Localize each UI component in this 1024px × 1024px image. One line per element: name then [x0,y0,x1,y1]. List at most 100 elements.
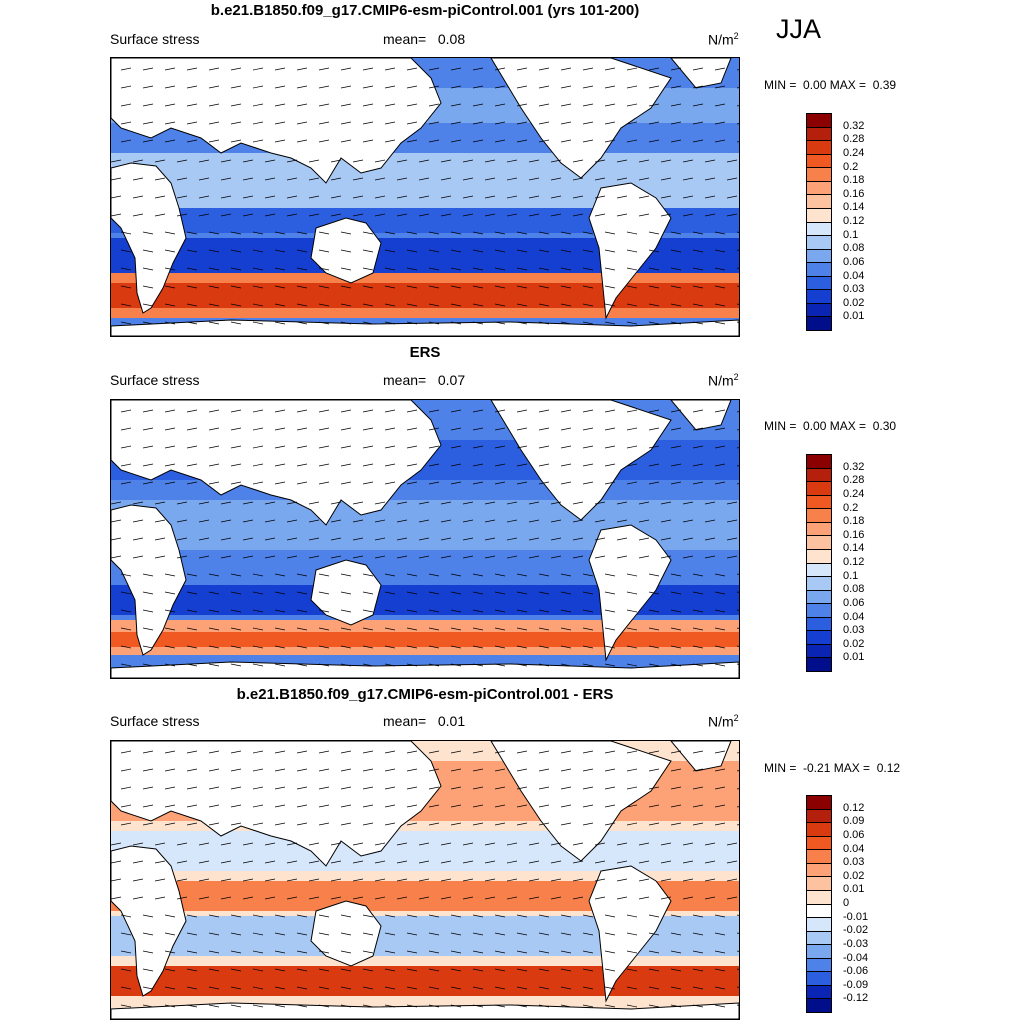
wind-stress-arrow [648,968,660,972]
wind-stress-arrow [252,804,264,808]
wind-stress-arrow [296,139,308,143]
wind-stress-arrow [538,591,550,595]
wind-stress-arrow [736,231,739,233]
wind-stress-arrow [120,85,132,89]
colorbar-tick-label: 0.2 [843,501,859,514]
wind-stress-arrow [242,213,254,217]
wind-stress-arrow [638,519,650,523]
wind-stress-arrow [648,663,660,667]
wind-stress-arrow [726,159,738,163]
wind-stress-arrow [494,663,506,667]
wind-stress-arrow [528,519,540,523]
wind-stress-arrow [484,860,496,864]
wind-stress-arrow [120,481,132,485]
wind-stress-arrow [418,519,430,523]
wind-stress-arrow [450,321,462,325]
wind-stress-arrow [164,285,176,289]
wind-stress-arrow [362,231,374,235]
wind-stress-arrow [604,445,616,449]
colorbar-cell [807,945,831,959]
wind-stress-arrow [506,195,518,199]
wind-stress-arrow [648,103,660,107]
wind-stress-arrow [450,481,462,485]
wind-stress-arrow [252,645,264,649]
wind-stress-arrow [208,409,220,413]
wind-stress-arrow [142,445,154,449]
wind-stress-arrow [208,285,220,289]
wind-stress-arrow [670,663,682,667]
wind-stress-arrow [362,986,374,990]
wind-stress-arrow [538,932,550,936]
wind-stress-arrow [550,842,562,846]
wind-stress-arrow [506,896,518,900]
colorbar-cell [807,249,831,264]
wind-stress-arrow [111,195,122,199]
wind-stress-arrow [296,85,308,89]
wind-stress-arrow [660,213,672,217]
wind-stress-arrow [638,213,650,217]
wind-stress-arrow [142,750,154,754]
wind-stress-arrow [450,409,462,413]
wind-stress-arrow [604,914,616,918]
wind-stress-arrow [120,463,132,467]
wind-stress-arrow [682,555,694,559]
wind-stress-arrow [704,195,716,199]
wind-stress-arrow [648,804,660,808]
wind-stress-arrow [560,321,572,325]
wind-stress-arrow [736,303,739,305]
wind-stress-arrow [132,537,144,541]
wind-stress-arrow [318,121,330,125]
wind-stress-arrow [516,267,528,271]
wind-stress-arrow [186,121,198,125]
wind-stress-arrow [538,786,550,790]
wind-stress-arrow [418,842,430,846]
wind-stress-arrow [472,231,484,235]
wind-stress-arrow [164,249,176,253]
wind-stress-arrow [164,267,176,271]
wind-stress-arrow [670,1004,682,1008]
wind-stress-arrow [506,501,518,505]
wind-stress-arrow [418,860,430,864]
wind-stress-arrow [111,177,122,181]
wind-stress-arrow [472,591,484,595]
wind-stress-arrow [472,139,484,143]
wind-stress-arrow [594,177,606,181]
wind-stress-arrow [132,842,144,846]
colorbar-cell [807,263,831,277]
wind-stress-arrow [538,321,550,325]
wind-stress-arrow [330,555,342,559]
wind-stress-arrow [230,409,242,413]
wind-stress-arrow [472,1004,484,1008]
wind-stress-arrow [450,932,462,936]
wind-stress-arrow [736,806,739,808]
wind-stress-arrow [230,645,242,649]
wind-stress-arrow [274,986,286,990]
wind-stress-arrow [494,67,506,71]
wind-stress-arrow [230,932,242,936]
wind-stress-arrow [318,932,330,936]
wind-stress-arrow [572,555,584,559]
wind-stress-arrow [318,103,330,107]
wind-stress-arrow [154,519,166,523]
wind-stress-arrow [538,285,550,289]
wind-stress-arrow [330,501,342,505]
wind-stress-arrow [208,85,220,89]
wind-stress-arrow [362,663,374,667]
wind-stress-arrow [516,409,528,413]
wind-stress-arrow [252,409,264,413]
wind-stress-arrow [594,213,606,217]
wind-stress-arrow [528,860,540,864]
wind-stress-arrow [296,627,308,631]
wind-stress-arrow [362,427,374,431]
wind-stress-arrow [396,860,408,864]
wind-stress-arrow [560,591,572,595]
wind-stress-arrow [176,501,188,505]
wind-stress-arrow [230,750,242,754]
wind-stress-arrow [340,914,352,918]
colorbar-cell [807,222,831,237]
wind-stress-arrow [736,285,739,287]
colorbar-tick-label: 0.12 [843,801,865,814]
wind-stress-arrow [318,986,330,990]
wind-stress-arrow [374,537,386,541]
wind-stress-arrow [538,67,550,71]
